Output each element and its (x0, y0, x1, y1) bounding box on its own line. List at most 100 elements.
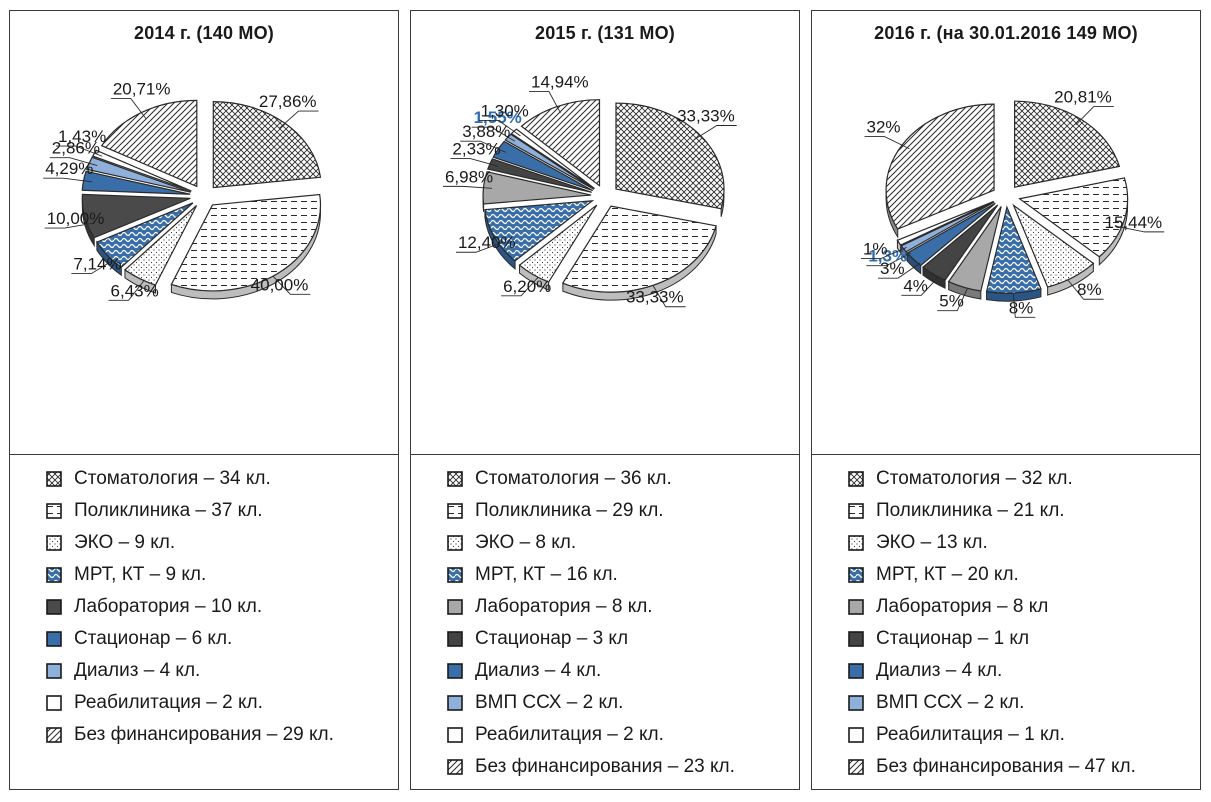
legend-swatch (447, 631, 463, 647)
legend-item-стоматология: Стоматология – 36 кл. (447, 463, 795, 495)
pie-chart-2015: 33,33%33,33%6,20%12,40%6,98%2,33%3,88%1,… (442, 73, 737, 308)
legend-swatch (46, 535, 62, 551)
leader-line (49, 157, 98, 166)
legend-item-лаборатория: Лаборатория – 8 кл. (447, 591, 795, 623)
pie-slice-мрт-кт (95, 202, 194, 269)
legend-item-реабилитация: Реабилитация – 2 кл. (46, 687, 394, 719)
pie-slice-стационар (922, 204, 999, 281)
legend-label: Стоматология – 36 кл. (475, 468, 672, 489)
legend-swatch (46, 663, 62, 679)
legend-label: Лаборатория – 10 кл. (74, 596, 263, 617)
legend-item-без-финансирования: Без финансирования – 47 кл. (848, 751, 1196, 783)
legend-label: МРТ, КТ – 16 кл. (475, 564, 618, 585)
data-label-реабилитация: 1,30% (481, 101, 529, 120)
chart-title: 2015 г. (131 МО) (535, 23, 675, 43)
data-label-вмп-ссх: 1,55% (474, 108, 522, 127)
legend-2015: Стоматология – 36 кл. Поликлиника – 29 кл… (447, 463, 795, 783)
legend-label: Диализ – 4 кл. (876, 660, 1003, 681)
legend-swatch (447, 759, 463, 775)
legend-swatch (46, 727, 62, 743)
legend-swatch (46, 599, 62, 615)
legend-swatch (447, 727, 463, 743)
legend-label: Поликлиника – 21 кл. (876, 500, 1065, 521)
legend-label: МРТ, КТ – 9 кл. (74, 564, 207, 585)
pie-slice-лаборатория (947, 206, 1002, 292)
pie-slice-мрт-кт (985, 205, 1042, 294)
leader-line (55, 145, 103, 157)
legend-label: Поликлиника – 29 кл. (475, 500, 664, 521)
chart-panel-2016: 2016 г. (на 30.01.2016 149 МО) 20,81% 15,… (811, 10, 1201, 790)
legend-item-мрт-кт: МРТ, КТ – 9 кл. (46, 559, 394, 591)
legend-swatch (848, 471, 864, 487)
data-label-мрт-кт: 7,14% (73, 255, 121, 274)
legend-swatch (848, 567, 864, 583)
pie-slice-реабилитация (896, 200, 994, 246)
legend-label: Стационар – 1 кл (876, 628, 1030, 649)
legend-swatch (46, 631, 62, 647)
legend-label: Диализ – 4 кл. (74, 660, 201, 681)
legend-swatch (848, 727, 864, 743)
legend-label: ЭКО – 13 кл. (876, 532, 988, 553)
legend-swatch (46, 471, 62, 487)
data-label-эко: 6,20% (503, 277, 551, 296)
pie-slice-эко (518, 204, 598, 283)
legend-label: Без финансирования – 29 кл. (74, 724, 334, 745)
legend-swatch (848, 631, 864, 647)
legend-item-лаборатория: Лаборатория – 8 кл (848, 591, 1196, 623)
data-label-мрт-кт: 12,40% (458, 233, 516, 252)
legend-swatch (447, 567, 463, 583)
legend-item-без-финансирования: Без финансирования – 29 кл. (46, 719, 394, 751)
legend-item-диализ: Диализ – 4 кл. (447, 655, 795, 687)
legend-item-без-финансирования: Без финансирования – 23 кл. (447, 751, 795, 783)
leader-line (652, 285, 686, 308)
data-label-лаборатория: 6,98% (445, 167, 493, 186)
legend-label: Стоматология – 34 кл. (74, 468, 271, 489)
legend-label: Реабилитация – 2 кл. (74, 692, 263, 713)
data-label-диализ: 3% (880, 259, 905, 278)
data-label-поликлиника: 15,44% (1105, 213, 1163, 232)
leader-line (44, 222, 94, 229)
legend-label: Лаборатория – 8 кл. (475, 596, 653, 617)
leader-line (1012, 294, 1036, 318)
legend-item-стационар: Стационар – 1 кл (848, 623, 1196, 655)
legend-swatch (447, 663, 463, 679)
legend-label: Стационар – 3 кл (475, 628, 629, 649)
legend-swatch (447, 503, 463, 519)
data-label-мрт-кт: 8% (1009, 298, 1034, 317)
legend-2016: Стоматология – 32 кл. Поликлиника – 21 кл… (848, 463, 1196, 783)
legend-swatch (848, 535, 864, 551)
data-label-стационар: 4% (903, 276, 928, 295)
pie-slice-стоматология (1014, 100, 1121, 188)
pie-slice-поликлиника (1018, 177, 1129, 258)
leader-line (272, 275, 311, 295)
legend-swatch (46, 567, 62, 583)
legend-item-стационар: Стационар – 6 кл. (46, 623, 394, 655)
legend-label: МРТ, КТ – 20 кл. (876, 564, 1019, 585)
legend-label: ВМП ССХ – 2 кл. (475, 692, 624, 713)
legend-item-мрт-кт: МРТ, КТ – 16 кл. (447, 559, 795, 591)
data-label-без-финансирования: 14,94% (531, 73, 589, 92)
leader-line (501, 276, 539, 297)
legend-item-реабилитация: Реабилитация – 1 кл. (848, 719, 1196, 751)
legend-label: Диализ – 4 кл. (475, 660, 602, 681)
leader-line (866, 252, 912, 267)
leader-line (278, 110, 319, 129)
legend-swatch (848, 503, 864, 519)
legend-item-мрт-кт: МРТ, КТ – 20 кл. (848, 559, 1196, 591)
data-label-лаборатория: 5% (939, 292, 964, 311)
leader-line (108, 280, 145, 301)
chart-title: 2014 г. (140 МО) (134, 23, 274, 43)
legend-item-эко: ЭКО – 9 кл. (46, 527, 394, 559)
legend-label: Стоматология – 32 кл. (876, 468, 1073, 489)
legend-swatch (46, 503, 62, 519)
divider (411, 454, 799, 455)
pie-slice-мрт-кт (484, 199, 595, 262)
leader-line (693, 125, 737, 141)
legend-item-поликлиника: Поликлиника – 29 кл. (447, 495, 795, 527)
data-label-стационар: 2,33% (452, 140, 500, 159)
leader-line (110, 98, 147, 119)
data-label-без-финансирования: 32% (867, 118, 901, 137)
data-label-эко: 8% (1077, 280, 1102, 299)
data-label-реабилитация: 1,43% (58, 127, 106, 146)
legend-swatch (848, 759, 864, 775)
